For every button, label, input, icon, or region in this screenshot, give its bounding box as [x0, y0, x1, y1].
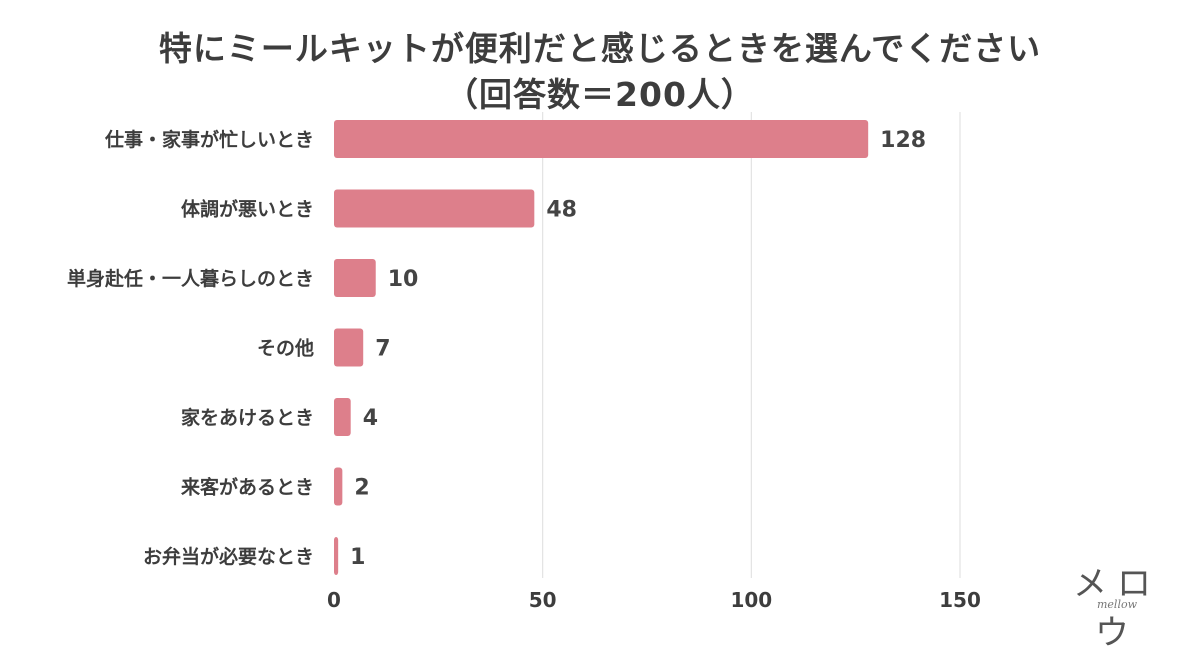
bar: [334, 189, 535, 228]
bar-chart: 仕事・家事が忙しいとき体調が悪いとき単身赴任・一人暮らしのときその他家をあけると…: [67, 112, 981, 612]
value-label: 48: [546, 198, 577, 223]
x-tick-label: 150: [939, 588, 981, 612]
x-tick-label: 100: [730, 588, 772, 612]
category-label: 来客があるとき: [181, 476, 314, 499]
value-label: 4: [363, 406, 378, 431]
bars: [334, 120, 869, 575]
grid-lines: [542, 112, 961, 578]
mellow-logo: メロウ mellow: [1052, 556, 1182, 653]
category-labels: 仕事・家事が忙しいとき体調が悪いとき単身赴任・一人暮らしのときその他家をあけると…: [67, 128, 314, 568]
x-tick-labels: 0 50 100 150: [327, 588, 981, 612]
bar: [334, 120, 869, 158]
logo-sub: mellow: [1096, 598, 1137, 611]
category-label: 体調が悪いとき: [181, 198, 314, 221]
chart-subtitle: （回答数＝200人）: [445, 75, 755, 114]
x-tick-label: 50: [529, 588, 557, 612]
category-label: その他: [257, 337, 314, 360]
x-tick-label: 0: [327, 588, 341, 612]
chart-title: 特にミールキットが便利だと感じるときを選んでください: [158, 29, 1042, 68]
value-labels: 128 48 10 7 4 2 1: [350, 128, 926, 570]
bar: [334, 537, 339, 575]
category-label: 家をあけるとき: [181, 406, 314, 429]
value-label: 10: [388, 267, 419, 292]
bar: [334, 259, 376, 297]
category-label: お弁当が必要なとき: [143, 545, 314, 568]
value-label: 128: [880, 128, 926, 153]
value-label: 7: [375, 337, 390, 362]
bar: [334, 398, 351, 436]
category-label: 仕事・家事が忙しいとき: [104, 128, 314, 151]
value-label: 1: [350, 545, 365, 570]
bar: [334, 328, 364, 367]
category-label: 単身赴任・一人暮らしのとき: [67, 267, 314, 290]
bar: [334, 467, 343, 506]
value-label: 2: [354, 476, 369, 501]
